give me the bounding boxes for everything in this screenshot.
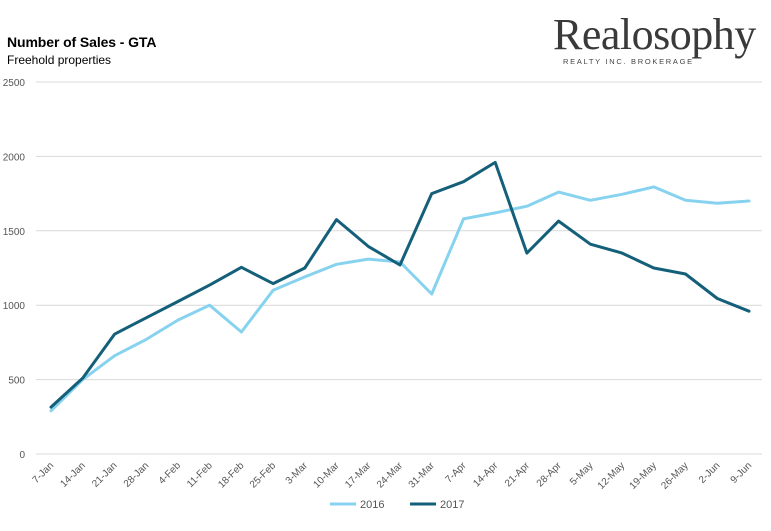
x-tick-label: 9-Jun [729,460,754,485]
chart-subtitle: Freehold properties [7,53,112,67]
series-lines [49,160,751,413]
x-tick-label: 5-May [568,460,595,487]
gridlines [36,81,762,455]
y-axis-ticks: 0 500 1000 1500 2000 2500 [3,78,26,461]
x-tick-label: 31-Mar [407,460,438,491]
x-tick-label: 14-Jan [58,460,87,489]
legend-label-2016: 2016 [360,499,384,511]
legend-label-2017: 2017 [440,499,464,511]
x-tick-label: 26-May [659,460,690,491]
x-tick-label: 3-Mar [284,460,311,487]
x-tick-label: 10-Mar [311,460,342,491]
x-tick-label: 14-Apr [471,460,500,489]
x-tick-label: 21-Jan [90,460,119,489]
x-tick-label: 11-Feb [185,460,215,490]
series-line-2017 [49,160,751,409]
x-tick-label: 2-Jun [697,460,722,485]
legend: 2016 2017 [330,499,464,511]
brand-logo: Realosophy REALTY INC. BROKERAGE [553,10,763,70]
series-line-2016 [49,185,751,413]
y-tick-label: 2000 [3,152,26,163]
x-tick-label: 28-Jan [122,460,151,489]
y-tick-label: 2500 [3,78,26,89]
logo-tagline: REALTY INC. BROKERAGE [563,57,694,66]
x-tick-label: 24-Mar [375,460,406,491]
x-tick-label: 25-Feb [248,460,278,490]
y-tick-label: 0 [19,450,25,461]
x-tick-label: 19-May [628,460,659,491]
x-tick-label: 7-Apr [444,460,470,486]
x-tick-label: 28-Apr [535,460,564,489]
logo-wordmark: Realosophy [553,10,756,59]
x-tick-label: 17-Mar [343,460,374,491]
y-tick-label: 1500 [3,227,26,238]
chart-title: Number of Sales - GTA [7,34,157,50]
x-tick-label: 18-Feb [216,460,246,490]
y-tick-label: 500 [8,376,25,387]
x-tick-label: 7-Jan [31,460,56,485]
x-axis-ticks: 7-Jan 14-Jan 21-Jan 28-Jan 4-Feb 11-Feb 18-Feb… [31,460,754,492]
y-tick-label: 1000 [3,301,26,312]
x-tick-label: 4-Feb [157,460,184,487]
x-tick-label: 12-May [596,460,627,491]
x-tick-label: 21-Apr [503,460,532,489]
